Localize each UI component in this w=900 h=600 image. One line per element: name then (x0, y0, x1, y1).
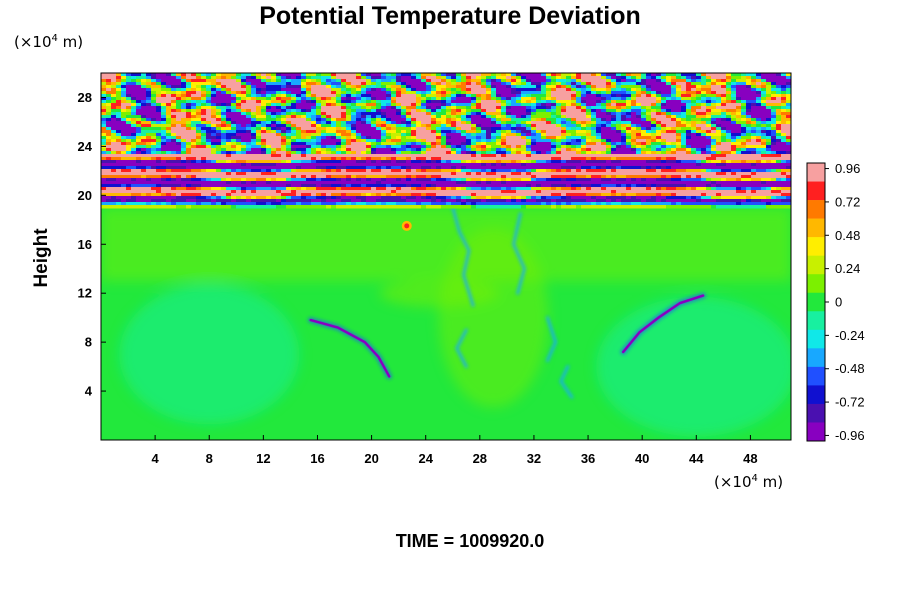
right-blue-arc (621, 294, 705, 354)
x-tick-label-40: 40 (635, 451, 649, 466)
colorbar-swatch-2 (807, 181, 825, 201)
x-tick-label-12: 12 (256, 451, 270, 466)
colorbar-label-2: 0.72 (835, 194, 860, 209)
colorbar-label-5: 0 (835, 295, 842, 310)
x-tick-label-8: 8 (206, 451, 213, 466)
x-axis-unit: (×104 m) (714, 473, 784, 491)
colorbar-swatch-11 (807, 348, 825, 368)
x-tick-label-44: 44 (689, 451, 704, 466)
warm-spot-core (404, 223, 410, 229)
filament-2 (512, 212, 527, 295)
x-tick-label-48: 48 (743, 451, 757, 466)
lower-left-region (119, 284, 300, 425)
plot-frame (100, 72, 792, 441)
troposphere-variation (101, 207, 791, 437)
colorbar-swatch-6 (807, 255, 825, 275)
stratospheric-wave-layers (101, 73, 791, 209)
colorbar-swatch-14 (807, 403, 825, 423)
colorbar-swatch-7 (807, 274, 825, 294)
colorbar-label-4: 0.24 (835, 261, 860, 276)
plume-filaments (451, 206, 574, 399)
lower-right-region (596, 296, 791, 437)
x-tick-label-32: 32 (527, 451, 541, 466)
colorbar-label-3: 0.48 (835, 228, 860, 243)
y-tick-label-24: 24 (78, 139, 93, 154)
y-axis-unit: (×104 m) (14, 33, 84, 51)
filament-3 (559, 365, 574, 399)
y-tick-label-4: 4 (85, 384, 93, 399)
colorbar: 0.96 0.72 0.48 0.24 0 -0.24 -0.48 -0.72 -0.96 (806, 161, 865, 443)
y-axis: 4 8 12 16 20 24 28 (78, 90, 106, 399)
x-tick-label-24: 24 (418, 451, 433, 466)
y-tick-label-8: 8 (85, 335, 92, 350)
colorbar-swatch-3 (807, 200, 825, 219)
colorbar-label-1: 0.96 (835, 161, 860, 176)
colorbar-swatch-1 (807, 163, 825, 182)
colorbar-label-8: -0.72 (835, 395, 865, 410)
x-tick-label-16: 16 (310, 451, 324, 466)
upper-troposphere-band (101, 207, 791, 281)
x-tick-label-28: 28 (473, 451, 487, 466)
chart-title: Potential Temperature Deviation (259, 2, 641, 30)
colorbar-swatch-9 (807, 311, 825, 331)
colorbar-label-6: -0.24 (835, 328, 865, 343)
x-axis: 4 8 12 16 20 24 28 32 36 40 44 48 (152, 435, 758, 466)
colorbar-swatch-12 (807, 366, 825, 386)
filament-4 (455, 328, 468, 369)
filament-5 (546, 316, 558, 362)
y-tick-label-20: 20 (78, 188, 92, 203)
y-tick-label-28: 28 (78, 90, 92, 105)
filament-1 (451, 206, 475, 307)
time-readout: TIME = 1009920.0 (395, 531, 545, 551)
colorbar-swatch-13 (807, 385, 825, 405)
colorbar-swatch-10 (807, 329, 825, 349)
x-tick-label-20: 20 (364, 451, 378, 466)
central-plume-region (438, 227, 549, 408)
colorbar-swatch-4 (807, 218, 825, 238)
x-tick-label-36: 36 (581, 451, 595, 466)
left-blue-arc (309, 318, 391, 378)
colorbar-label-7: -0.48 (835, 361, 865, 376)
x-tick-label-4: 4 (152, 451, 160, 466)
colorbar-swatch-5 (807, 237, 825, 256)
y-tick-label-16: 16 (78, 237, 92, 252)
colorbar-label-9: -0.96 (835, 428, 865, 443)
colorbar-swatch-8 (807, 292, 825, 312)
central-warm-patch (379, 279, 500, 308)
colorbar-swatch-15 (807, 422, 825, 442)
plot-area (101, 73, 791, 440)
y-tick-label-12: 12 (78, 286, 92, 301)
